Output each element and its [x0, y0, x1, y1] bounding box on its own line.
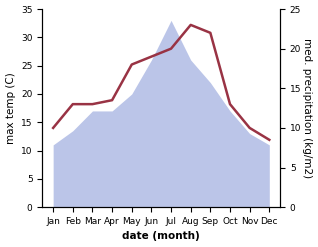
Y-axis label: max temp (C): max temp (C) — [5, 72, 16, 144]
Y-axis label: med. precipitation (kg/m2): med. precipitation (kg/m2) — [302, 38, 313, 178]
X-axis label: date (month): date (month) — [122, 231, 200, 242]
